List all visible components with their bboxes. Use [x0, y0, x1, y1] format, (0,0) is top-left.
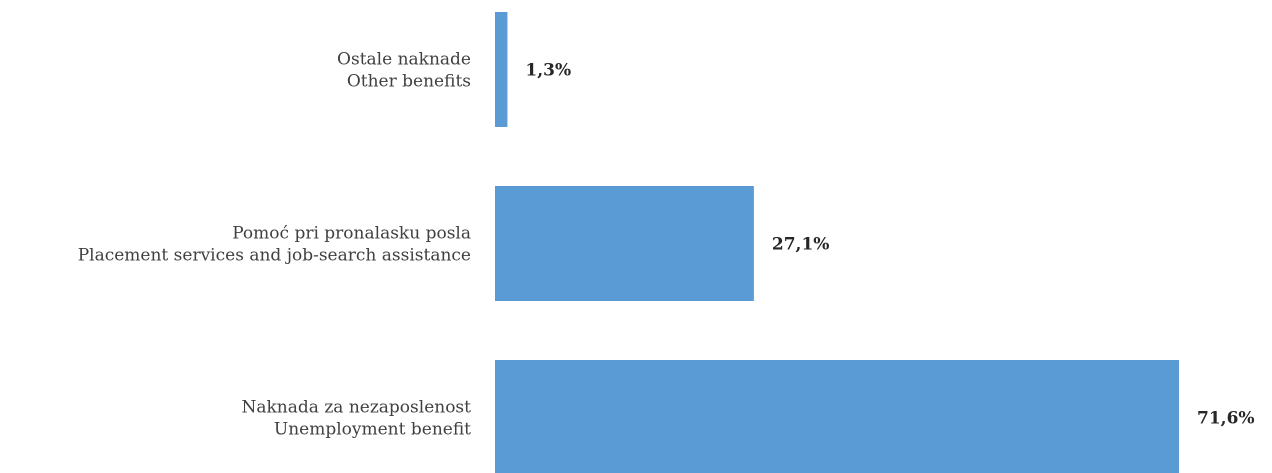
- value-label-0: 1,3%: [525, 61, 571, 81]
- category-label-1: Pomoć pri pronalasku posla Placement serv…: [78, 224, 471, 266]
- category-label-line: Placement services and job-search assist…: [78, 246, 471, 266]
- category-label-line: Unemployment benefit: [274, 420, 471, 440]
- bar-2: [495, 360, 1179, 473]
- bar-0: [495, 12, 508, 127]
- category-label-line: Pomoć pri pronalasku posla: [232, 224, 471, 244]
- category-label-line: Naknada za nezaposlenost: [242, 398, 472, 418]
- category-label-0: Ostale naknade Other benefits: [337, 50, 471, 92]
- category-label-line: Other benefits: [347, 72, 471, 92]
- value-label-2: 71,6%: [1197, 409, 1255, 429]
- value-label-1: 27,1%: [772, 235, 830, 255]
- category-label-line: Ostale naknade: [337, 50, 471, 70]
- category-label-2: Naknada za nezaposlenost Unemployment ben…: [242, 398, 472, 440]
- bar-1: [495, 186, 754, 301]
